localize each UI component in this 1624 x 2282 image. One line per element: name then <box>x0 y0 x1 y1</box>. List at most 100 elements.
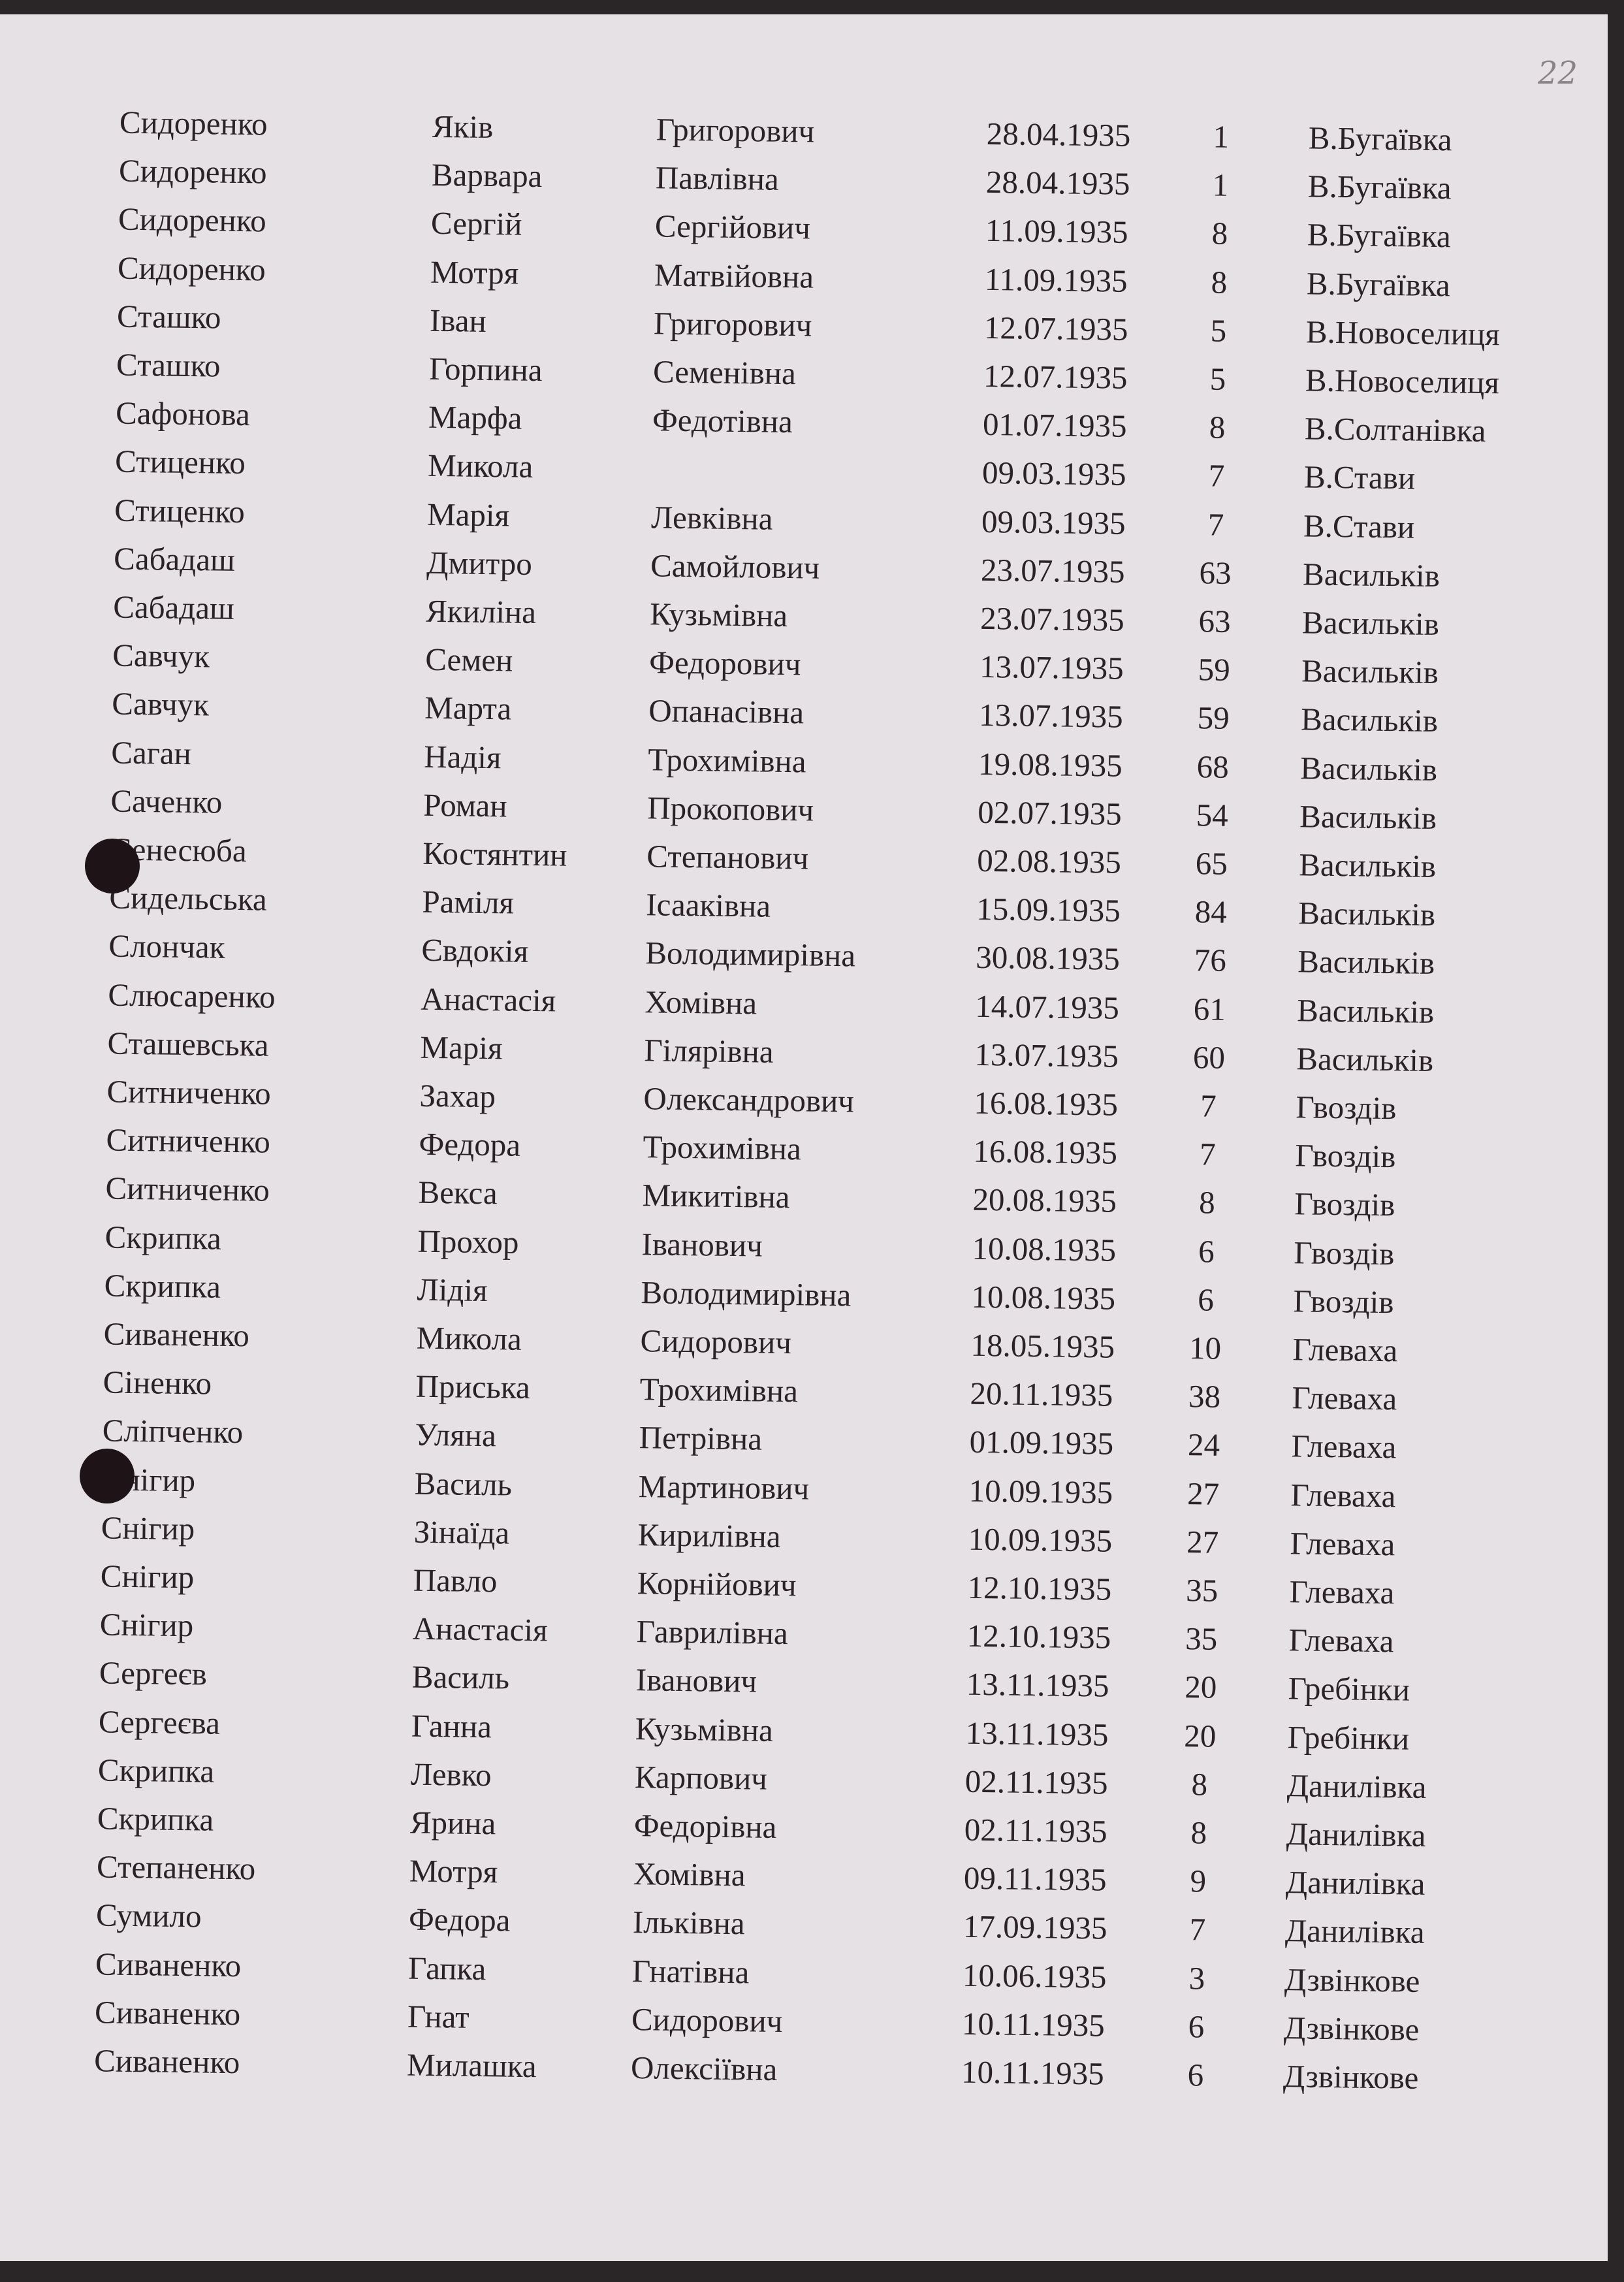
patronymic-cell: Федорівна <box>633 1807 777 1845</box>
first-name-cell: Роман <box>423 786 507 824</box>
patronymic-cell: Сергійович <box>654 208 811 246</box>
surname-cell: Снігир <box>99 1606 194 1644</box>
date-cell: 20.11.1935 <box>970 1375 1113 1413</box>
number-cell: 10 <box>1188 1330 1222 1366</box>
village-cell: В.Стави <box>1303 507 1415 545</box>
patronymic-cell: Микитівна <box>642 1177 790 1215</box>
surname-cell: Савчук <box>111 685 210 723</box>
date-cell: 12.10.1935 <box>967 1569 1112 1607</box>
village-cell: Васильків <box>1299 749 1438 788</box>
village-cell: В.Новоселиця <box>1305 313 1501 353</box>
patronymic-cell: Ільківна <box>632 1904 745 1942</box>
date-cell: 28.04.1935 <box>985 164 1130 202</box>
surname-cell: Сидоренко <box>118 152 267 191</box>
first-name-cell: Федора <box>408 1901 511 1939</box>
first-name-cell: Федора <box>419 1125 521 1163</box>
date-cell: 10.09.1935 <box>968 1520 1113 1559</box>
village-cell: Гвоздів <box>1294 1234 1395 1272</box>
date-cell: 13.07.1935 <box>974 1036 1119 1074</box>
number-cell: 20 <box>1183 1717 1217 1754</box>
first-name-cell: Павло <box>413 1562 498 1599</box>
village-cell: Васильків <box>1302 556 1441 594</box>
patronymic-cell: Семенівна <box>652 353 797 392</box>
surname-cell: Савчук <box>112 637 210 675</box>
first-name-cell: Сергій <box>430 205 522 243</box>
date-cell: 01.09.1935 <box>969 1424 1114 1462</box>
date-cell: 02.07.1935 <box>977 794 1122 832</box>
number-cell: 35 <box>1185 1620 1218 1657</box>
first-name-cell: Варвара <box>431 157 543 195</box>
first-name-cell: Марта <box>424 690 512 727</box>
surname-cell: Сидоренко <box>118 201 267 239</box>
number-cell: 61 <box>1193 990 1226 1027</box>
number-cell: 5 <box>1209 361 1226 397</box>
date-cell: 15.09.1935 <box>976 891 1121 929</box>
village-cell: Васильків <box>1301 652 1439 691</box>
patronymic-cell: Володимирівна <box>645 935 856 974</box>
first-name-cell: Василь <box>411 1659 510 1696</box>
register-table: Сидоренко Яків Григорович 28.04.1935 1 В.Буга… <box>0 4 1622 2272</box>
surname-cell: Сіненко <box>103 1364 212 1402</box>
patronymic-cell: Федорович <box>648 644 801 683</box>
patronymic-cell: Матвійовна <box>654 256 814 295</box>
surname-cell: Сліпченко <box>102 1412 244 1451</box>
date-cell: 12.07.1935 <box>983 357 1128 396</box>
village-cell: Васильків <box>1300 701 1439 739</box>
first-name-cell: Ярина <box>409 1804 496 1842</box>
patronymic-cell: Корнійович <box>637 1565 797 1603</box>
surname-cell: Сташко <box>116 346 221 384</box>
first-name-cell: Раміля <box>422 883 515 921</box>
village-cell: Дзвінкове <box>1284 1961 1420 1999</box>
patronymic-cell: Хомівна <box>633 1856 746 1893</box>
surname-cell: Сабадаш <box>113 540 236 578</box>
village-cell: Васильків <box>1297 943 1435 982</box>
village-cell: Васильків <box>1298 895 1436 933</box>
first-name-cell: Гнат <box>407 1998 470 2035</box>
number-cell: 6 <box>1187 2057 1204 2093</box>
village-cell: Гвоздів <box>1295 1137 1396 1175</box>
number-cell: 8 <box>1211 264 1228 300</box>
patronymic-cell: Сидорович <box>640 1323 792 1361</box>
village-cell: Данилівка <box>1285 1864 1425 1903</box>
number-cell: 35 <box>1185 1572 1218 1609</box>
surname-cell: Степаненко <box>96 1848 256 1887</box>
patronymic-cell: Мартинович <box>638 1468 810 1507</box>
surname-cell: Скрипка <box>104 1267 221 1305</box>
date-cell: 11.09.1935 <box>985 212 1128 251</box>
patronymic-cell: Павлівна <box>655 159 780 197</box>
number-cell: 6 <box>1188 2008 1205 2045</box>
number-cell: 7 <box>1189 1911 1206 1948</box>
number-cell: 8 <box>1191 1766 1208 1803</box>
village-cell: Васильків <box>1298 846 1437 885</box>
patronymic-cell: Карпович <box>634 1758 768 1797</box>
patronymic-cell: Федотівна <box>652 402 793 440</box>
village-cell: Данилівка <box>1284 1912 1425 1951</box>
number-cell: 8 <box>1198 1184 1216 1221</box>
patronymic-cell: Степанович <box>646 838 809 876</box>
surname-cell: Снігир <box>100 1558 195 1596</box>
village-cell: Гвоздів <box>1294 1185 1395 1223</box>
surname-cell: Ситниченко <box>106 1073 272 1112</box>
date-cell: 13.07.1935 <box>978 697 1124 735</box>
village-cell: Гвоздів <box>1293 1283 1394 1321</box>
first-name-cell: Векса <box>418 1174 498 1212</box>
first-name-cell: Семен <box>424 641 513 679</box>
document-page: 22 Сидоренко Яків Григорович 28.04.1935 1 В.Б… <box>0 14 1608 2261</box>
village-cell: Гвоздів <box>1296 1089 1397 1127</box>
village-cell: В.Бугаївка <box>1308 120 1452 158</box>
village-cell: В.Бугаївка <box>1307 168 1452 206</box>
village-cell: Глеваха <box>1292 1379 1397 1417</box>
first-name-cell: Микола <box>416 1319 522 1357</box>
number-cell: 59 <box>1198 651 1231 688</box>
patronymic-cell: Іванович <box>641 1225 763 1264</box>
first-name-cell: Якиліна <box>425 592 537 630</box>
date-cell: 19.08.1935 <box>978 745 1123 784</box>
village-cell: В.Стави <box>1303 458 1416 496</box>
first-name-cell: Зінаїда <box>413 1513 510 1551</box>
first-name-cell: Анастасія <box>421 980 556 1019</box>
first-name-cell: Євдокія <box>421 932 529 970</box>
village-cell: Глеваха <box>1289 1573 1395 1611</box>
village-cell: Васильків <box>1297 991 1435 1030</box>
first-name-cell: Захар <box>419 1077 496 1115</box>
patronymic-cell: Кузьмівна <box>635 1710 774 1748</box>
